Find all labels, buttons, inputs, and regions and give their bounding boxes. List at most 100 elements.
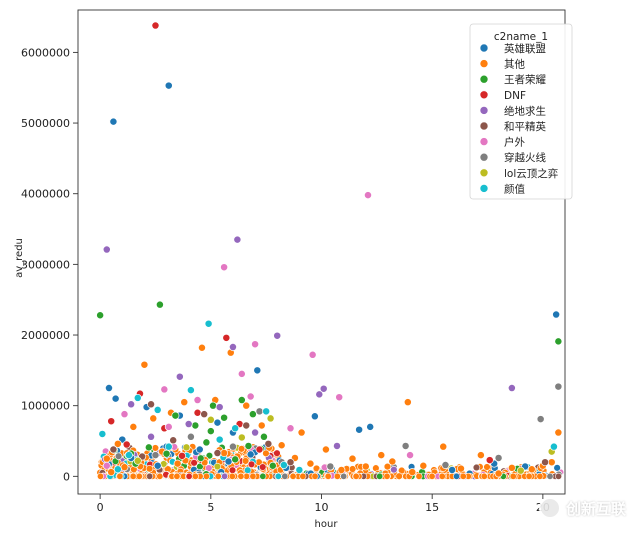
data-point: [476, 451, 485, 460]
legend-marker: [479, 74, 489, 84]
data-point: [251, 340, 260, 349]
data-point: [242, 421, 251, 430]
data-point: [448, 466, 457, 474]
data-point: [259, 432, 268, 441]
data-point: [233, 235, 242, 244]
zero-point: [438, 472, 446, 480]
cluster-point: [213, 462, 222, 471]
data-point: [175, 372, 184, 381]
data-point: [213, 418, 222, 427]
data-point: [297, 428, 306, 437]
data-point: [155, 300, 164, 309]
data-point: [120, 463, 129, 472]
zero-point: [480, 472, 488, 480]
data-point: [439, 442, 448, 451]
zero-point: [333, 472, 341, 480]
data-point: [220, 449, 229, 457]
data-point: [554, 428, 563, 437]
data-point: [388, 457, 397, 466]
zero-point: [376, 472, 384, 480]
data-point: [419, 461, 428, 470]
zero-point: [311, 472, 319, 480]
x-tick-label: 0: [97, 501, 104, 514]
data-point: [164, 442, 173, 451]
series-group: [102, 191, 414, 470]
legend-entry-label: 王者荣耀: [504, 74, 546, 86]
data-point: [184, 420, 193, 428]
data-point: [191, 421, 200, 430]
data-point: [507, 384, 516, 392]
data-point: [541, 458, 550, 467]
series-group: [96, 300, 563, 470]
zero-point: [185, 472, 193, 480]
data-point: [554, 382, 563, 391]
cluster-point: [197, 454, 205, 462]
x-tick-label: 15: [425, 501, 439, 514]
cluster-point: [228, 466, 237, 474]
cluster-point: [553, 464, 561, 472]
legend-entry-label: 颜值: [504, 182, 525, 195]
data-point: [107, 468, 116, 477]
series-group: [98, 319, 558, 474]
cluster-point: [262, 449, 270, 458]
cluster-point: [259, 463, 267, 471]
data-point: [186, 432, 195, 441]
data-point: [133, 456, 142, 465]
zero-point: [274, 472, 282, 480]
data-point: [246, 392, 255, 401]
zero-point: [259, 472, 267, 480]
data-point: [244, 442, 253, 450]
legend-marker: [479, 59, 489, 68]
zero-point: [228, 472, 236, 480]
zero-point: [202, 472, 210, 480]
data-point: [180, 398, 189, 407]
data-point: [98, 429, 107, 438]
data-point: [246, 450, 255, 459]
data-point: [231, 455, 240, 464]
legend-entry-label: 穿越火线: [504, 151, 546, 164]
y-tick-label: 6000000: [21, 46, 70, 59]
data-point: [251, 428, 260, 437]
data-point: [147, 400, 155, 409]
data-point: [406, 451, 414, 460]
data-point: [333, 442, 341, 450]
data-point: [105, 384, 113, 392]
data-point: [408, 468, 417, 477]
data-point: [164, 422, 173, 431]
data-point: [494, 469, 503, 478]
data-point: [195, 445, 204, 454]
data-points: [96, 21, 565, 481]
legend-box: [469, 23, 573, 200]
data-point: [306, 459, 315, 468]
legend-marker: [479, 137, 489, 146]
cluster-point: [205, 464, 213, 472]
cluster-point: [237, 445, 246, 453]
zero-point: [546, 472, 554, 480]
zero-point: [324, 472, 332, 480]
cluster-point: [348, 465, 357, 473]
data-point: [248, 410, 257, 419]
data-point: [220, 413, 229, 422]
legend-entry-label: 户外: [504, 136, 525, 149]
zero-point: [525, 472, 533, 480]
legend-title: c2name_1: [494, 31, 548, 43]
cluster-point: [247, 460, 256, 469]
zero-point: [428, 472, 436, 480]
data-point: [554, 337, 563, 346]
data-point: [552, 310, 561, 319]
data-point: [193, 408, 202, 417]
data-point: [109, 445, 118, 454]
data-point: [109, 117, 118, 126]
data-point: [262, 407, 271, 416]
x-tick-label: 10: [315, 501, 329, 514]
data-point: [401, 442, 410, 450]
data-point: [321, 445, 330, 454]
zero-point: [156, 472, 164, 480]
data-point: [224, 457, 233, 466]
cluster-point: [472, 463, 481, 472]
data-point: [279, 461, 288, 469]
data-point: [257, 421, 266, 430]
cluster-point: [151, 444, 160, 452]
data-point: [182, 443, 191, 452]
